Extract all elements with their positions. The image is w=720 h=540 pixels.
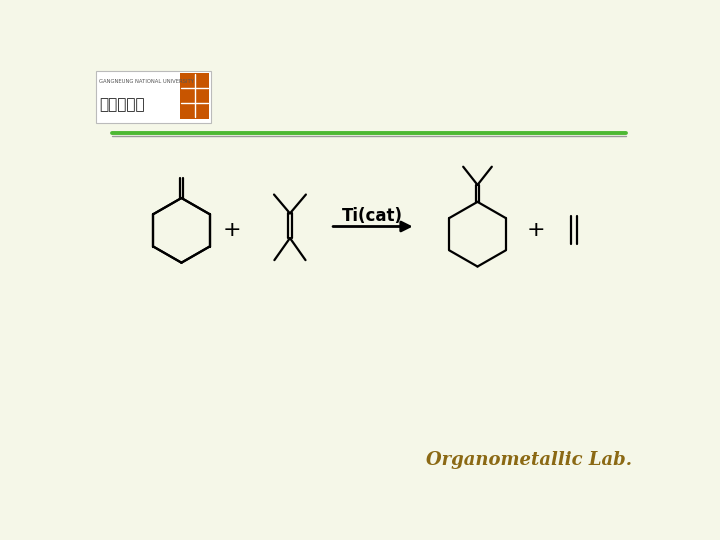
Text: GANGNEUNG NATIONAL UNIVERSITY: GANGNEUNG NATIONAL UNIVERSITY [99, 79, 194, 84]
Text: 강릉대학교: 강릉대학교 [99, 97, 145, 112]
Text: Ti(cat): Ti(cat) [343, 207, 403, 225]
Text: +: + [222, 220, 241, 240]
FancyBboxPatch shape [180, 72, 210, 119]
FancyBboxPatch shape [96, 71, 211, 123]
Text: +: + [526, 220, 545, 240]
Text: Organometallic Lab.: Organometallic Lab. [426, 451, 632, 469]
